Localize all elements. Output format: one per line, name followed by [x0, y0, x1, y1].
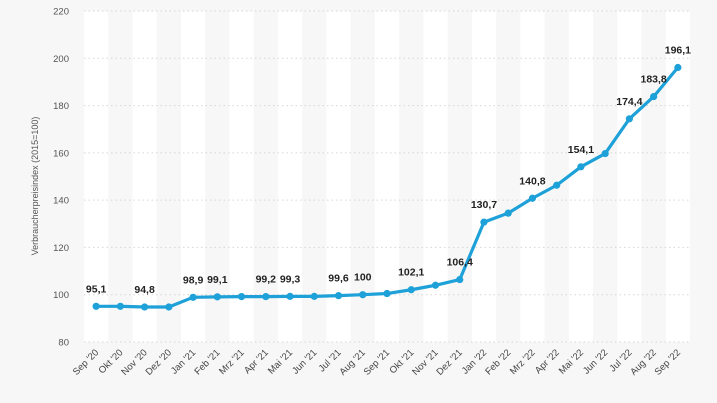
column-band	[326, 11, 351, 342]
data-point	[625, 115, 634, 123]
data-label: 95,1	[86, 283, 107, 295]
data-label: 99,2	[256, 274, 277, 286]
data-label: 102,1	[398, 267, 424, 279]
data-label: 98,9	[183, 274, 204, 286]
x-tick-label: Jun '22	[581, 347, 610, 376]
data-point	[359, 291, 367, 299]
data-label: 106,4	[447, 257, 473, 269]
data-label: 130,7	[471, 199, 497, 211]
data-label: 99,1	[207, 274, 228, 286]
column-band	[132, 11, 157, 342]
x-tick-label: Sep '21	[362, 347, 392, 377]
y-axis-label: Verbraucherpreisindex (2015=100)	[30, 117, 40, 256]
column-band	[277, 11, 303, 342]
data-point	[577, 163, 585, 171]
data-label: 99,6	[328, 273, 349, 285]
x-tick-label: Mrz '22	[508, 347, 538, 377]
data-point	[456, 275, 464, 284]
data-labels: 95,1 94,8 98,9 99,1 99,2 99,3 99,6 100 102,1 106,…	[86, 45, 691, 297]
y-tick-label: 220	[53, 7, 69, 18]
x-tick-label: Sep '22	[653, 347, 683, 377]
column-band	[520, 11, 545, 342]
data-point	[286, 292, 294, 300]
y-tick-label: 100	[53, 290, 69, 301]
data-point	[480, 218, 488, 226]
x-tick-label: Aug '21	[338, 347, 368, 377]
data-point	[237, 293, 246, 301]
x-tick-label: Nov '21	[410, 347, 440, 377]
data-point	[141, 303, 149, 311]
x-tick-label: Apr '21	[242, 347, 271, 376]
x-tick-label: Sep '20	[71, 347, 101, 377]
data-label: 100	[354, 272, 372, 284]
y-tick-label: 160	[53, 148, 69, 159]
y-tick-label: 120	[53, 243, 69, 254]
column-band	[180, 11, 206, 342]
y-tick-label: 200	[53, 54, 69, 65]
x-tick-label: Aug '22	[628, 347, 658, 377]
data-point	[189, 293, 197, 301]
data-point	[262, 293, 270, 301]
data-point	[334, 292, 343, 300]
column-band	[665, 11, 690, 342]
x-tick-label: Apr '22	[533, 347, 562, 376]
x-tick-label: Feb '21	[192, 347, 222, 377]
y-tick-label: 80	[58, 338, 69, 349]
data-point	[650, 92, 658, 101]
data-point	[310, 292, 318, 300]
x-tick-label: Dez '20	[144, 347, 174, 377]
x-tick-label: Mrz '21	[217, 347, 247, 377]
y-tick-label: 180	[53, 101, 69, 112]
column-band	[471, 11, 497, 342]
x-tick-label: Feb '22	[483, 347, 513, 377]
x-tick-label: Dez '21	[434, 347, 464, 377]
column-band	[423, 11, 448, 342]
x-tick-label: Jun '21	[290, 347, 319, 376]
data-label: 154,1	[568, 144, 594, 156]
column-band	[568, 11, 594, 342]
gridlines	[84, 10, 690, 343]
data-point	[407, 286, 415, 294]
data-point	[601, 149, 609, 158]
data-label: 99,3	[280, 273, 301, 285]
y-tick-label: 140	[53, 196, 69, 207]
data-label: 94,8	[134, 284, 155, 296]
data-point	[165, 303, 173, 311]
data-point	[674, 63, 682, 72]
data-point	[92, 302, 100, 310]
data-point	[383, 289, 391, 298]
data-point	[116, 302, 124, 310]
column-band	[617, 11, 642, 342]
x-tick-label: Mai '22	[557, 347, 586, 376]
x-tick-label: Mai '21	[266, 347, 295, 376]
y-axis-ticks: 80 100 120 140 160 180 200 220	[53, 7, 69, 349]
column-band	[84, 11, 109, 342]
data-label: 140,8	[519, 175, 545, 187]
data-label: 183,8	[640, 74, 666, 86]
x-tick-label: Nov '20	[119, 347, 149, 377]
data-label: 174,4	[616, 96, 642, 108]
series-line-group	[92, 63, 682, 311]
data-label: 196,1	[665, 45, 691, 57]
column-band	[229, 11, 254, 342]
column-band	[374, 11, 400, 342]
data-point	[504, 209, 512, 217]
data-point	[213, 293, 221, 301]
data-point	[431, 281, 440, 289]
data-point	[528, 194, 537, 202]
data-point	[553, 181, 561, 189]
